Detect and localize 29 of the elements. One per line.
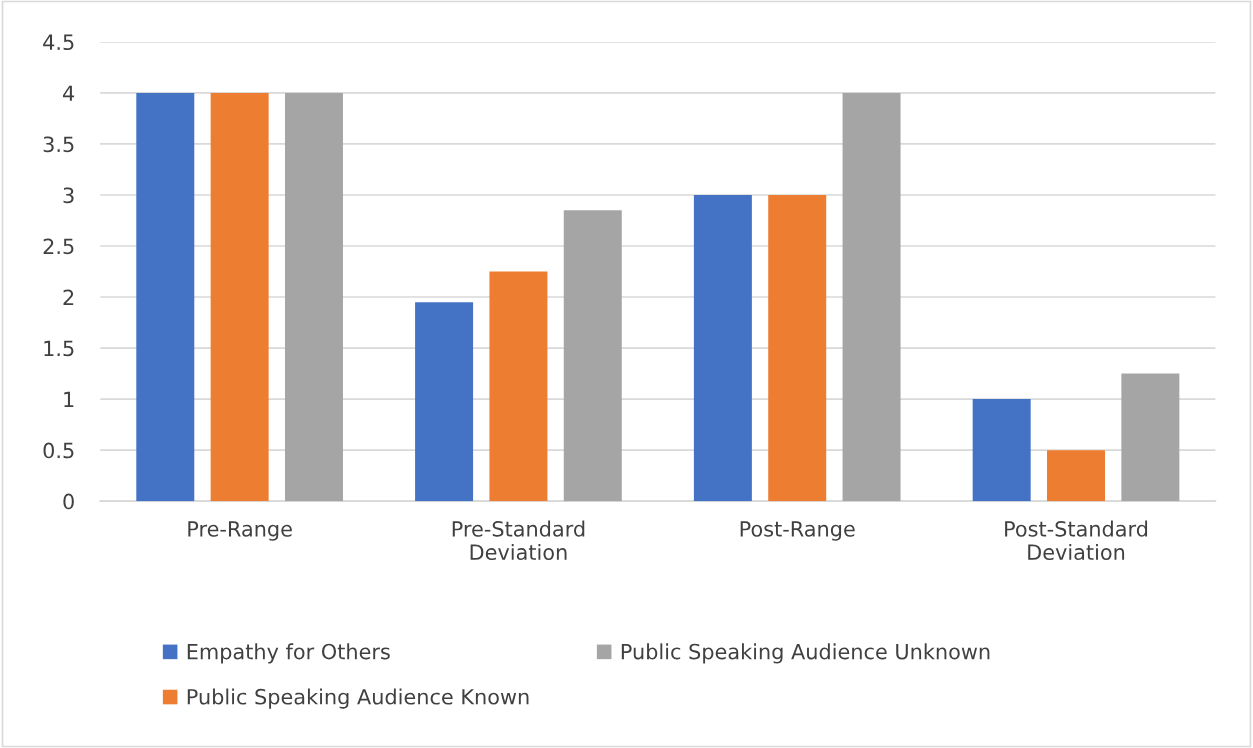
bar	[489, 271, 548, 502]
y-tick-label: 2.5	[43, 238, 74, 255]
bar	[1121, 373, 1180, 502]
y-tick-label: 3.5	[43, 136, 74, 153]
x-tick-label: Pre-Standard Deviation	[452, 520, 585, 561]
legend-label: Public Speaking Audience Unknown	[621, 643, 990, 664]
x-tick-label: Post-Standard Deviation	[1005, 520, 1148, 561]
legend-label: Public Speaking Audience Known	[187, 688, 529, 709]
bar	[1047, 450, 1106, 502]
bar	[563, 210, 622, 502]
bar	[284, 92, 343, 502]
y-tick-label: 2	[63, 289, 74, 305]
x-tick-label: Pre-Range	[188, 521, 292, 541]
y-tick-label: 1.5	[44, 340, 74, 357]
bar	[842, 92, 901, 502]
bar	[210, 92, 269, 502]
y-tick-label: 4.5	[43, 34, 74, 51]
legend-label: Empathy for Others	[187, 643, 390, 664]
y-tick-label: 0.5	[43, 442, 74, 459]
y-tick-label: 0	[63, 493, 74, 510]
y-tick-label: 4	[63, 85, 75, 101]
bar	[693, 194, 752, 502]
y-tick-label: 1	[64, 391, 74, 408]
bar	[136, 92, 195, 502]
x-tick-label: Post-Range	[740, 521, 855, 541]
bar	[768, 194, 827, 502]
bar	[415, 302, 474, 502]
y-tick-label: 3	[63, 187, 74, 204]
bar	[972, 399, 1031, 502]
